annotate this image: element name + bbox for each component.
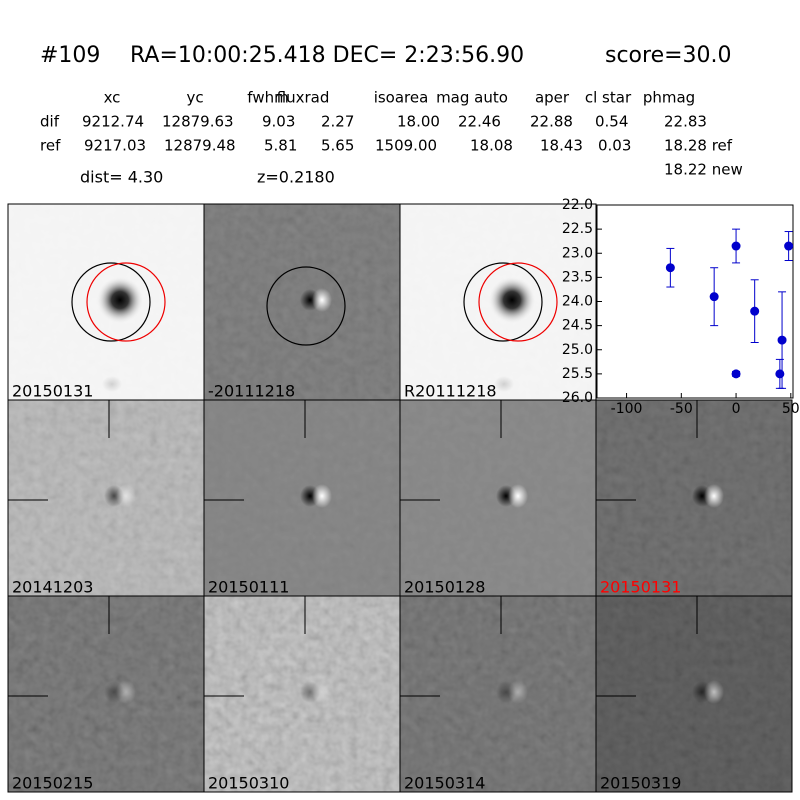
- stamp-label: 20150128: [404, 578, 485, 597]
- point: [784, 241, 794, 251]
- y-tick-label: 24.0: [562, 294, 593, 310]
- table-cell: 2.27: [321, 113, 354, 131]
- table-cell: 12879.48: [164, 137, 236, 155]
- light-lobe: [508, 680, 528, 704]
- y-tick-label: 23.0: [562, 245, 593, 261]
- y-tick-label: 26.0: [562, 390, 593, 406]
- image-stamp: 20150128: [399, 399, 597, 597]
- point: [777, 335, 787, 345]
- galaxy: [96, 276, 144, 324]
- table-cell: 22.83: [664, 113, 707, 131]
- light-lobe: [116, 484, 136, 508]
- image-stamp: 20141203: [7, 399, 205, 597]
- x-tick-label: -50: [670, 401, 693, 417]
- phmag-new: 18.22 new: [664, 161, 743, 179]
- table-cell: 22.46: [458, 113, 501, 131]
- point: [665, 263, 675, 273]
- score: score=30.0: [605, 43, 732, 68]
- image-stamp: 20150215: [7, 595, 205, 793]
- y-tick-label: 25.0: [562, 342, 593, 358]
- y-tick-label: 23.5: [562, 269, 593, 285]
- table-cell: 18.28 ref: [664, 137, 733, 155]
- table-cell: 18.00: [397, 113, 440, 131]
- table-cell: 22.88: [530, 113, 573, 131]
- table-cell: 18.43: [540, 137, 583, 155]
- x-tick-label: 0: [732, 401, 741, 417]
- column-header: yc: [186, 89, 203, 107]
- table-cell: 9.03: [262, 113, 295, 131]
- stamp-label: 20150319: [600, 774, 681, 793]
- stamp-label: 20150314: [404, 774, 485, 793]
- image-stamp: -20111218: [203, 203, 401, 401]
- y-tick-label: 24.5: [562, 318, 593, 334]
- stamp-label: -20111218: [208, 382, 295, 401]
- image-stamp: 20150310: [203, 595, 401, 793]
- table-cell: 5.65: [321, 137, 354, 155]
- point: [775, 369, 785, 379]
- point: [750, 306, 760, 316]
- light-lobe: [704, 680, 724, 704]
- distance: dist= 4.30: [80, 168, 163, 187]
- light-lobe: [704, 484, 724, 508]
- new-circle: [86, 262, 166, 342]
- column-header: phmag: [643, 89, 695, 107]
- image-stamp: R20111218: [399, 203, 597, 401]
- column-header: isoarea: [374, 89, 429, 107]
- y-tick-label: 25.5: [562, 366, 593, 382]
- table-cell: 12879.63: [162, 113, 234, 131]
- table-cell: 18.08: [470, 137, 513, 155]
- column-header: cl star: [585, 89, 632, 107]
- image-stamp: 20150319: [595, 595, 793, 793]
- coordinates: RA=10:00:25.418 DEC= 2:23:56.90: [130, 43, 524, 68]
- candidate-id: #109: [40, 43, 100, 68]
- faint-source: [102, 376, 122, 392]
- galaxy: [488, 276, 536, 324]
- y-tick-label: 22.5: [562, 221, 593, 237]
- table-cell: 5.81: [264, 137, 297, 155]
- stamp-label: 20150215: [12, 774, 93, 793]
- point: [731, 241, 741, 251]
- stamp-label: 20141203: [12, 578, 93, 597]
- table-cell: 0.54: [595, 113, 628, 131]
- row-label: ref: [40, 137, 61, 155]
- table-cell: 1509.00: [375, 137, 437, 155]
- column-header: fwhm: [247, 89, 288, 107]
- column-header: aper: [535, 89, 570, 107]
- stamp-label: 20150310: [208, 774, 289, 793]
- image-stamp: 20150131: [7, 203, 205, 401]
- image-stamp: 20150111: [203, 399, 401, 597]
- stamp-label: 20150131: [12, 382, 93, 401]
- light-lobe: [312, 288, 332, 312]
- stamp-border: [595, 595, 793, 793]
- ref-circle: [266, 266, 346, 346]
- image-stamp: 20150314: [399, 595, 597, 793]
- redshift: z=0.2180: [257, 168, 335, 187]
- row-label: dif: [40, 113, 60, 131]
- plot-area: [596, 204, 794, 399]
- x-tick-label: 50: [782, 401, 800, 417]
- stamp-label: 20150111: [208, 578, 289, 597]
- table-cell: 9217.03: [84, 137, 146, 155]
- ref-circle: [463, 262, 543, 342]
- faint-source: [494, 376, 514, 392]
- table-cell: 0.03: [598, 137, 631, 155]
- light-lobe: [312, 680, 332, 704]
- light-lobe: [116, 680, 136, 704]
- column-header: mag auto: [436, 89, 508, 107]
- point: [709, 292, 719, 302]
- ref-circle: [71, 262, 151, 342]
- x-tick-label: -100: [611, 401, 643, 417]
- y-tick-label: 22.0: [562, 197, 593, 213]
- column-header: fluxrad: [277, 89, 330, 107]
- stamp-label: 20150131: [600, 578, 681, 597]
- table-cell: 9212.74: [82, 113, 144, 131]
- column-header: xc: [104, 89, 121, 107]
- light-lobe: [508, 484, 528, 508]
- new-circle: [478, 262, 558, 342]
- image-stamp: 20150131: [595, 399, 793, 597]
- point: [731, 369, 741, 379]
- stamp-label: R20111218: [404, 382, 497, 401]
- light-lobe: [312, 484, 332, 508]
